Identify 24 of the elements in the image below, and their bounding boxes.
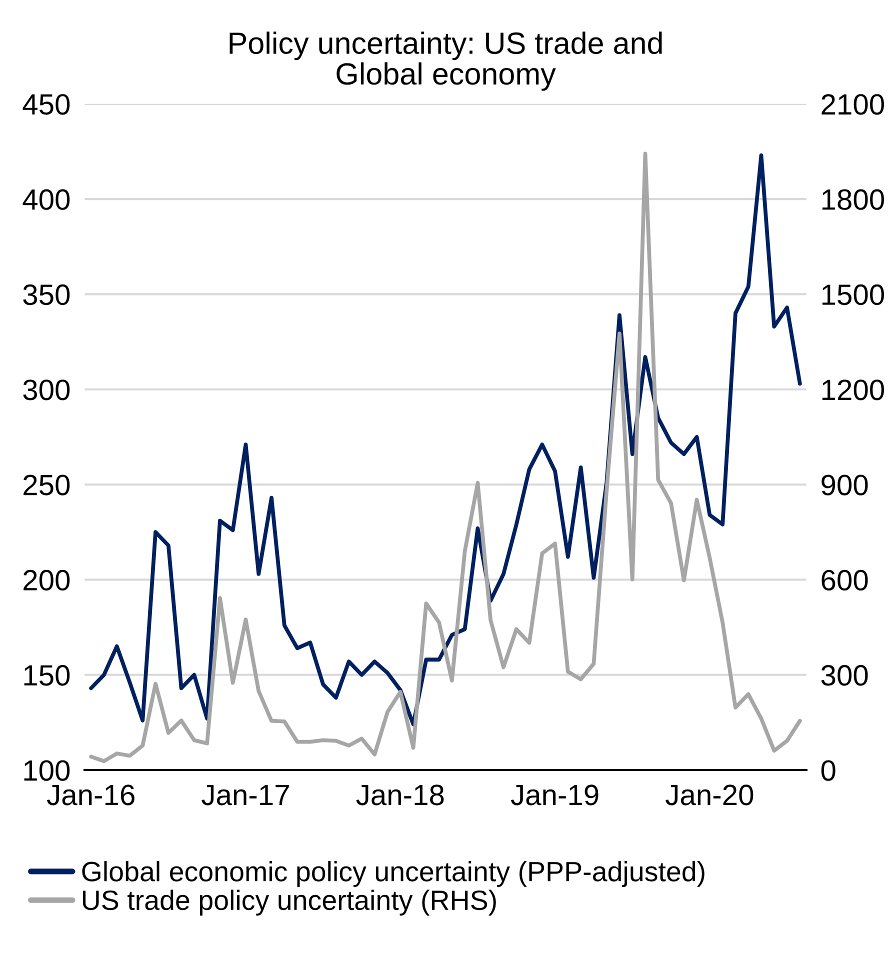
y2-tick-label: 2100	[822, 94, 884, 115]
legend-label: US trade policy uncertainty (RHS)	[82, 890, 496, 916]
y-tick-label: 450	[22, 94, 70, 115]
x-tick-label: Jan-19	[510, 784, 598, 806]
y-tick-label: 250	[24, 474, 70, 496]
y2-tick-label: 300	[821, 665, 868, 686]
x-tick-label: Jan-16	[46, 784, 134, 806]
y-tick-label: 150	[24, 665, 70, 686]
y-tick-label: 300	[23, 380, 70, 400]
y-tick-label: 400	[22, 189, 70, 210]
x-tick-label: Jan-18	[356, 784, 444, 806]
chart-title: Policy uncertainty: US trade and Global economy	[230, 32, 662, 91]
y-tick-label: 200	[24, 570, 70, 591]
x-tick-label: Jan-17	[202, 784, 289, 806]
x-tick-label: Jan-20	[666, 784, 754, 806]
y-tick-label: 350	[23, 284, 70, 306]
y2-tick-label: 1200	[822, 380, 884, 400]
legend-label: Global economic policy uncertainty (PPP-adjusted)	[82, 861, 704, 887]
y-tick-label: 100	[24, 760, 70, 781]
y2-tick-label: 1800	[822, 189, 884, 210]
y2-tick-label: 900	[822, 474, 868, 496]
y2-tick-label: 0	[821, 760, 836, 781]
y2-tick-label: 1500	[822, 284, 884, 306]
y2-tick-label: 600	[822, 570, 868, 591]
